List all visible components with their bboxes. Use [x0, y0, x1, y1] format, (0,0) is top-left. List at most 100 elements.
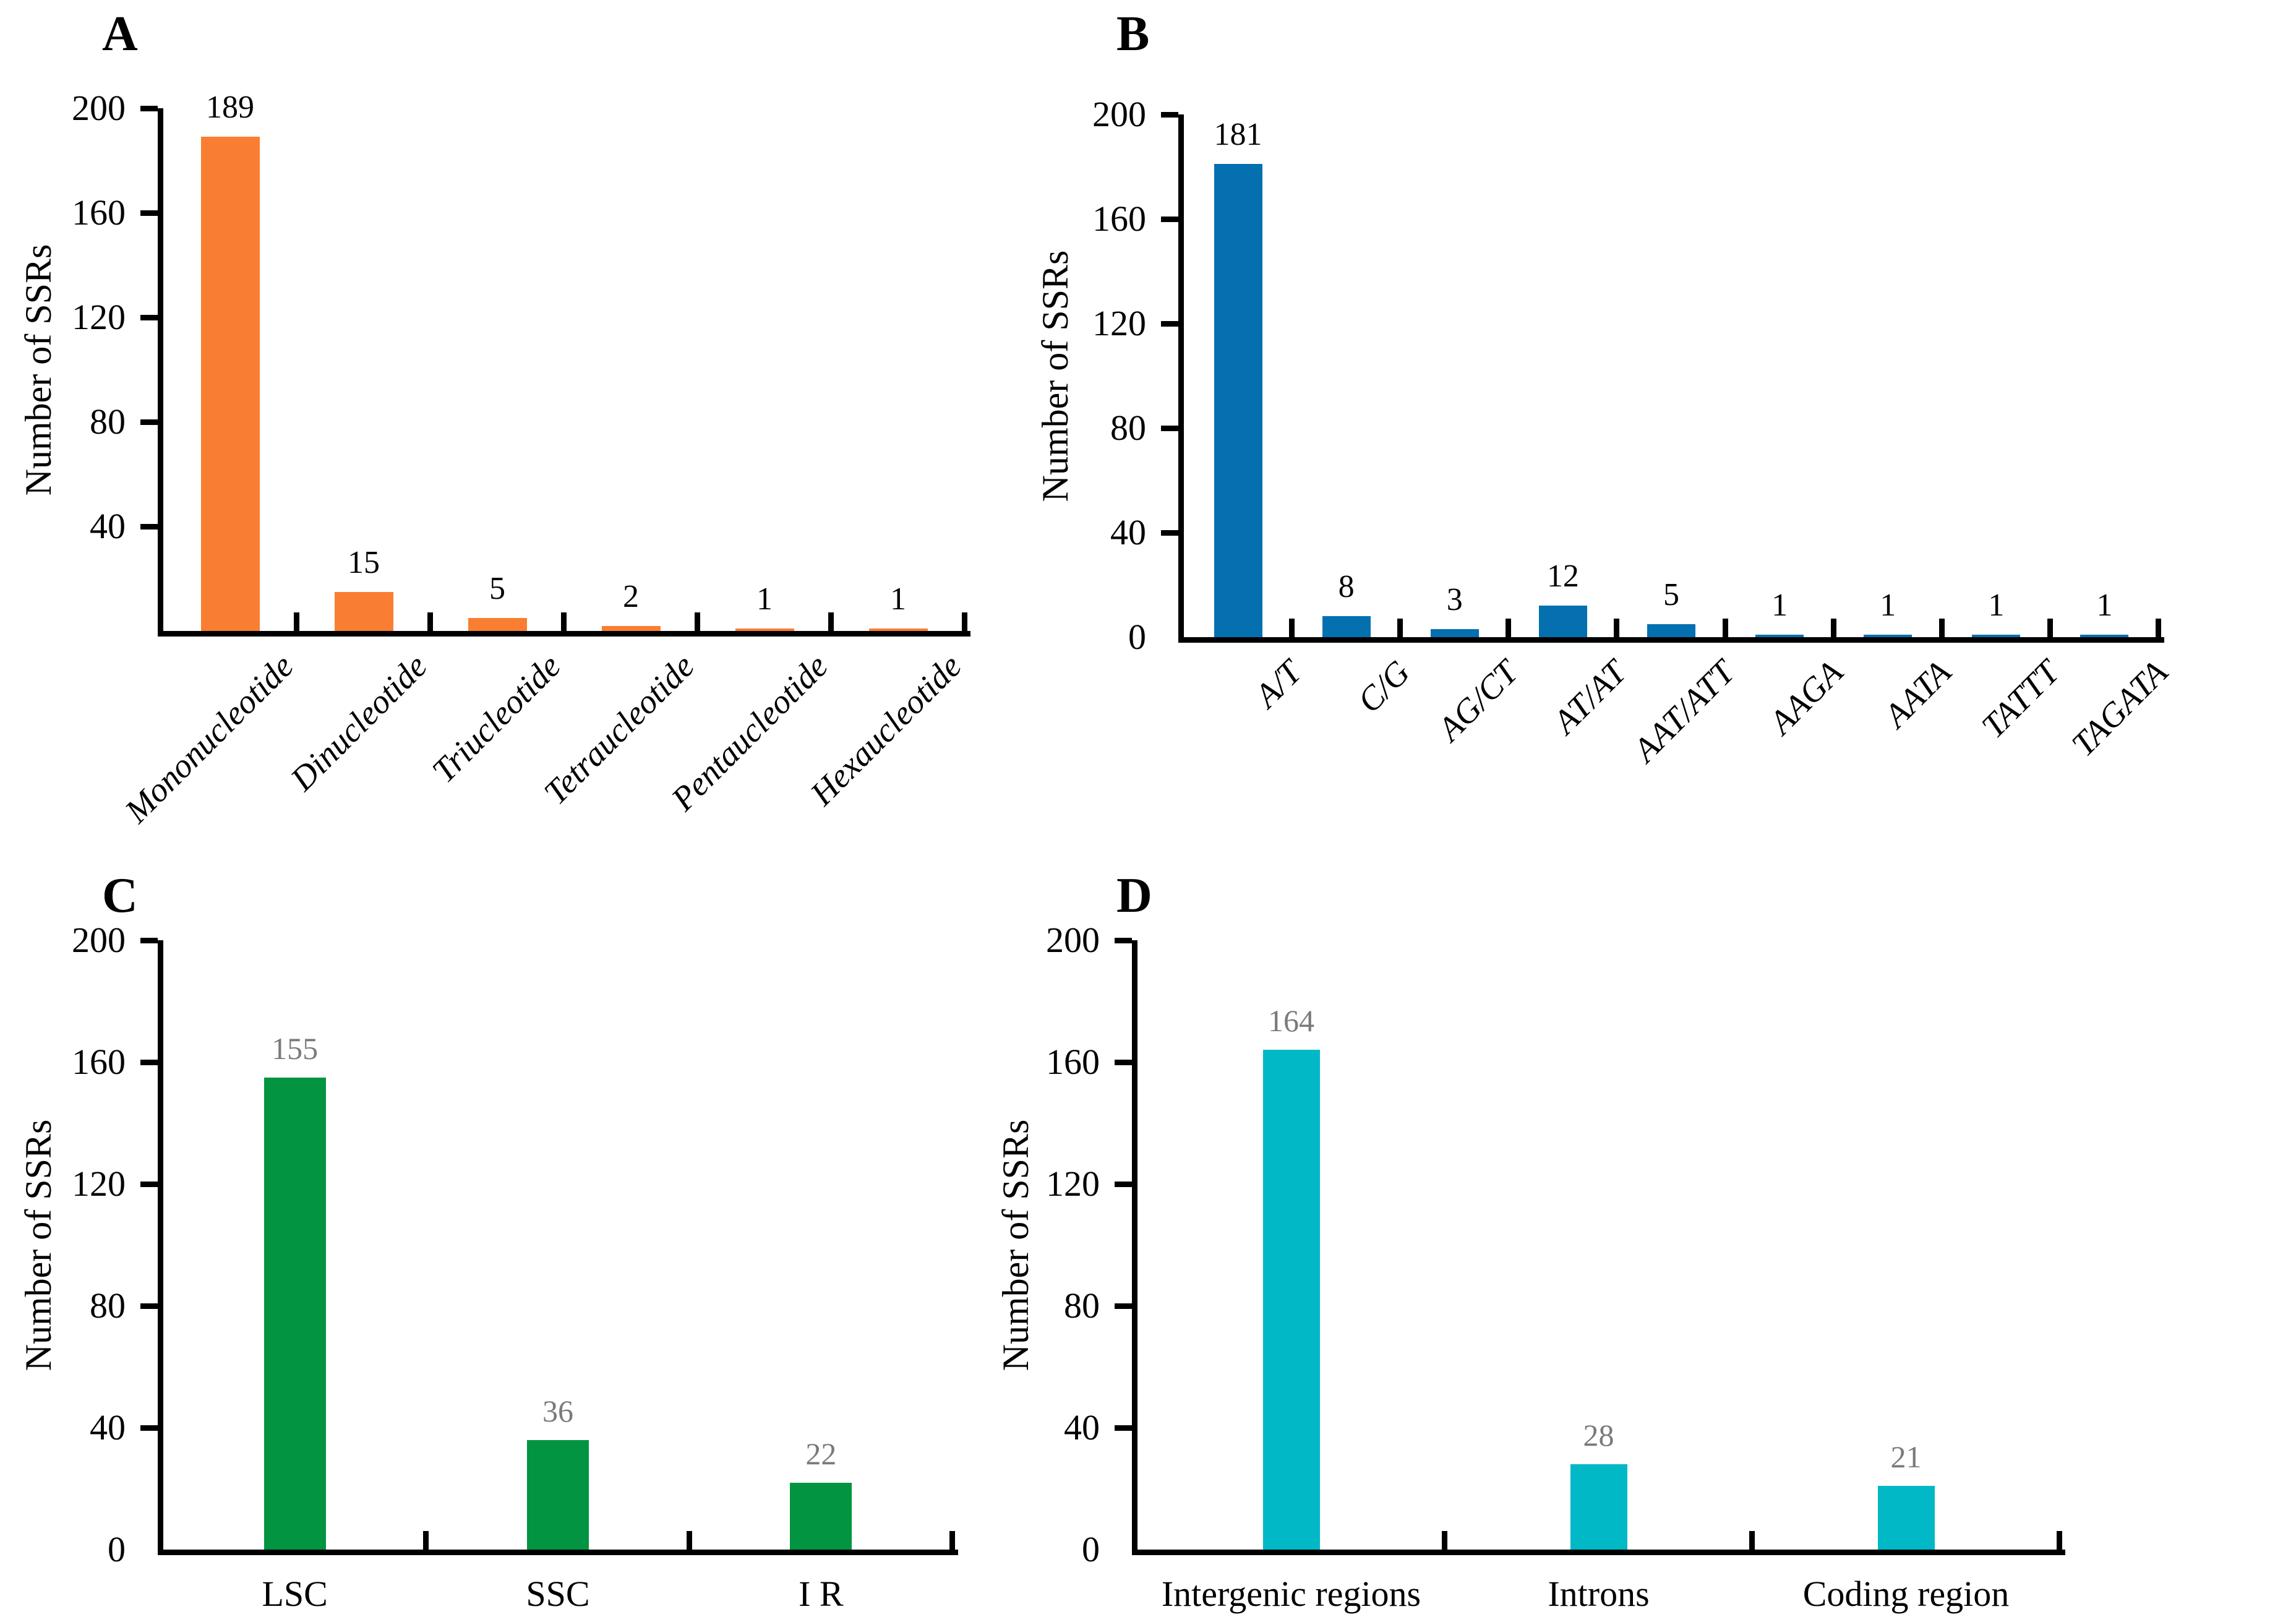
panel-c-y-tick-label: 40	[90, 1407, 126, 1448]
panel-b-bar-value: 1	[2096, 587, 2113, 623]
panel-d-y-tick-label: 80	[1064, 1285, 1100, 1326]
panel-b-x-tick	[1506, 619, 1512, 637]
panel-d-bar	[1262, 1050, 1320, 1550]
panel-b-y-tick-label: 80	[1110, 408, 1146, 448]
panel-c-bar	[527, 1439, 589, 1550]
panel-d-y-tick	[1115, 1060, 1132, 1065]
panel-a-x-tick	[294, 612, 299, 631]
panel-a-bar-value: 15	[348, 544, 380, 580]
panel-d-y-tick-label: 40	[1064, 1407, 1100, 1448]
panel-d-x-label: Coding region	[1802, 1574, 2010, 1614]
panel-c-y-tick-label: 0	[108, 1529, 126, 1569]
panel-b-bar-value: 1	[1988, 587, 2005, 623]
panel-a-bar-value: 5	[489, 570, 505, 606]
panel-b-bar-value: 1	[1771, 587, 1788, 623]
panel-a-y-axis-title: Number of SSRs	[18, 244, 59, 496]
panel-a-bar	[868, 628, 928, 631]
panel-b-letter: B	[1116, 7, 1150, 61]
panel-a-x-tick	[962, 612, 967, 631]
panel-b-x-tick	[1614, 619, 1620, 637]
panel-d-bar-value: 21	[1890, 1439, 1922, 1474]
panel-a-bar	[200, 137, 260, 631]
panel-d-y-tick	[1115, 1425, 1132, 1431]
panel-c-y-tick	[140, 1060, 158, 1065]
panel-a-y-tick-label: 200	[72, 88, 126, 128]
panel-c-y-tick-label: 200	[72, 920, 126, 960]
panel-b-bar-value: 1	[1880, 587, 1896, 623]
panel-c-bar	[263, 1077, 326, 1550]
panel-a-bar	[468, 617, 527, 631]
panel-c-x-label: LSC	[262, 1574, 328, 1614]
panel-d-bar	[1570, 1464, 1627, 1550]
panel-b-y-axis-title: Number of SSRs	[1035, 250, 1076, 502]
panel-d-x-tick	[1442, 1531, 1447, 1550]
panel-b-y-tick	[1161, 530, 1178, 536]
panel-b-y-tick	[1161, 217, 1178, 222]
panel-a-x-tick	[561, 612, 567, 631]
panel-c-y-tick	[140, 1182, 158, 1187]
panel-d-x-tick	[2057, 1531, 2062, 1550]
panel-c-plot-area	[158, 940, 958, 1555]
panel-d-bar-value: 164	[1268, 1003, 1314, 1039]
panel-d-bar-value: 28	[1583, 1418, 1614, 1453]
panel-b-x-tick	[1938, 619, 1945, 637]
panel-d-y-tick-label: 0	[1082, 1529, 1100, 1569]
panel-a-x-tick	[427, 612, 433, 631]
panel-d-y-tick-label: 200	[1046, 920, 1100, 960]
panel-c-bar-value: 22	[805, 1436, 837, 1471]
panel-a-letter: A	[102, 7, 138, 61]
panel-b-y-tick-label: 200	[1092, 94, 1146, 134]
panel-a-y-tick-label: 120	[72, 297, 126, 337]
panel-a-y-tick	[140, 315, 158, 320]
panel-a-x-tick	[695, 612, 700, 631]
panel-a-bar-value: 2	[623, 578, 639, 614]
panel-d-y-tick-label: 160	[1046, 1042, 1100, 1082]
panel-c-y-tick-label: 120	[72, 1164, 126, 1204]
panel-b-bar-value: 8	[1338, 569, 1355, 605]
panel-b-bar-value: 181	[1214, 117, 1262, 153]
panel-a-bar	[735, 628, 794, 631]
panel-d-y-axis-title: Number of SSRs	[995, 1119, 1036, 1371]
panel-a-x-tick	[828, 612, 834, 631]
panel-c-x-tick	[949, 1531, 955, 1550]
panel-b-x-tick	[2156, 619, 2161, 637]
panel-c-y-tick	[140, 938, 158, 943]
panel-b-x-tick	[1830, 619, 1836, 637]
panel-c-y-tick-label: 160	[72, 1042, 126, 1082]
panel-b-bar	[1972, 634, 2021, 637]
panel-c-x-label: SSC	[526, 1574, 590, 1614]
panel-d-x-tick	[1749, 1531, 1755, 1550]
panel-d-y-tick	[1115, 1303, 1132, 1309]
panel-b-x-tick	[2047, 619, 2053, 637]
panel-b-x-tick	[1289, 619, 1295, 637]
panel-a-y-tick	[140, 419, 158, 425]
panel-c-bar-value: 155	[272, 1031, 319, 1066]
panel-a-y-tick	[140, 210, 158, 216]
panel-c-y-axis-title: Number of SSRs	[18, 1119, 59, 1371]
panel-c-letter: C	[102, 869, 138, 923]
panel-b-y-tick	[1161, 321, 1178, 327]
panel-b-y-tick-label: 160	[1092, 199, 1146, 239]
panel-c-bar	[790, 1482, 852, 1550]
panel-c-x-tick	[686, 1531, 692, 1550]
panel-a-bar-value: 1	[756, 581, 773, 617]
panel-d-plot-area	[1132, 940, 2065, 1555]
panel-d-x-label: Intergenic regions	[1161, 1574, 1421, 1614]
panel-a-y-tick-label: 160	[72, 192, 126, 233]
panel-b-bar-value: 3	[1446, 582, 1463, 618]
panel-b-bar	[1647, 624, 1695, 637]
panel-c-y-tick	[140, 1303, 158, 1309]
panel-a-y-tick-label: 40	[90, 506, 126, 546]
panel-c-y-tick-label: 80	[90, 1285, 126, 1326]
panel-b-bar-value: 5	[1663, 577, 1679, 612]
panel-b-bar	[1430, 629, 1479, 637]
panel-a-bar-value: 189	[206, 90, 254, 126]
panel-c-y-tick	[140, 1425, 158, 1431]
panel-b-x-tick	[1722, 619, 1728, 637]
panel-b-bar	[1864, 634, 1913, 637]
panel-d-x-label: Introns	[1548, 1574, 1650, 1614]
panel-b-x-tick	[1397, 619, 1403, 637]
panel-b-bar	[1322, 616, 1371, 637]
panel-a-y-tick	[140, 524, 158, 530]
